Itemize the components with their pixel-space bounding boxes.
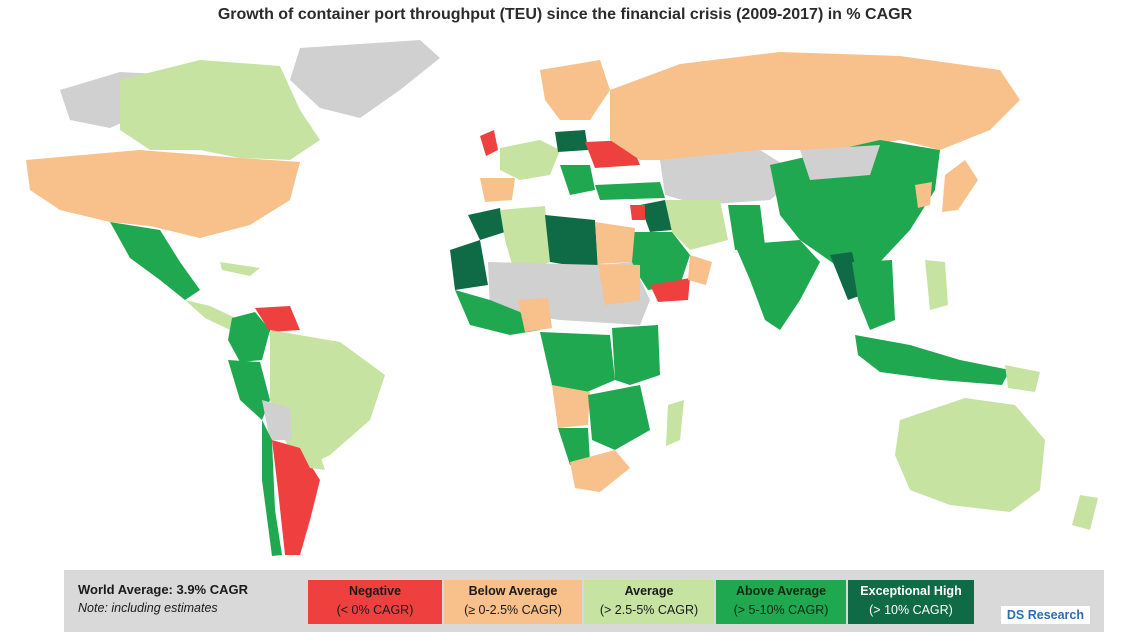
region-libya — [545, 215, 598, 270]
region-pakistan — [728, 205, 765, 250]
region-caribbean — [220, 262, 260, 276]
map-title: Growth of container port throughput (TEU… — [217, 6, 913, 23]
region-oman — [688, 255, 712, 285]
legend-swatch-name: Below Average — [468, 584, 558, 598]
legend-swatch-negative: Negative (< 0% CAGR) — [308, 580, 442, 624]
region-korea — [915, 182, 932, 208]
world-map — [26, 40, 1098, 556]
legend-swatch-below-average: Below Average (≥ 0-2.5% CAGR) — [444, 580, 582, 624]
legend-swatch-name: Negative — [348, 584, 402, 598]
region-namibia — [558, 428, 590, 465]
region-poland — [555, 130, 588, 152]
region-central-america — [185, 300, 240, 330]
region-chile — [262, 420, 282, 556]
region-congo-basin — [540, 332, 615, 395]
legend: World Average: 3.9% CAGR Note: including… — [64, 570, 1104, 632]
legend-swatch-name: Average — [624, 584, 674, 598]
region-western-europe — [500, 140, 560, 180]
region-colombia — [228, 312, 270, 362]
region-peru — [228, 360, 270, 420]
region-venezuela — [255, 306, 300, 332]
region-mexico — [110, 222, 200, 300]
legend-swatch-average: Average (> 2.5-5% CAGR) — [584, 580, 714, 624]
region-west-sahara-mauritania — [450, 240, 488, 290]
region-uk — [480, 130, 498, 156]
region-nigeria — [518, 298, 552, 332]
region-balkans — [560, 165, 595, 195]
region-southern-africa — [588, 385, 650, 450]
world-average-text: World Average: 3.9% CAGR — [78, 582, 249, 597]
legend-swatch-range: (> 10% CAGR) — [869, 603, 953, 617]
region-malaysia-indonesia — [855, 335, 1010, 385]
region-east-africa — [612, 325, 660, 385]
legend-swatch-range: (≥ 0-2.5% CAGR) — [464, 603, 562, 617]
region-philippines — [925, 260, 948, 310]
legend-swatch-name: Exceptional High — [860, 584, 962, 598]
region-canada — [120, 60, 320, 160]
region-syria — [630, 205, 645, 220]
region-iran — [665, 200, 728, 250]
legend-swatch-name: Above Average — [735, 584, 827, 598]
region-saudi-arabia — [625, 232, 690, 290]
region-egypt — [595, 222, 635, 264]
legend-swatch-range: (> 2.5-5% CAGR) — [599, 603, 699, 617]
region-algeria — [500, 206, 550, 275]
note-text: Note: including estimates — [78, 601, 218, 615]
region-turkey — [595, 182, 665, 200]
legend-swatch-range: (> 5-10% CAGR) — [733, 603, 829, 617]
region-japan — [942, 160, 978, 212]
region-greenland — [290, 40, 440, 118]
region-scandinavia — [540, 60, 610, 120]
region-morocco — [468, 208, 505, 240]
region-central-asia — [660, 150, 800, 205]
legend-world-average: World Average: 3.9% CAGR Note: including… — [78, 580, 298, 618]
region-yemen — [650, 278, 690, 302]
ds-research-logo: DS Research — [1000, 606, 1090, 624]
region-madagascar — [666, 400, 684, 446]
region-iberia — [480, 178, 515, 202]
region-uruguay — [300, 448, 325, 470]
region-new-zealand — [1072, 495, 1098, 530]
region-usa — [26, 150, 300, 238]
legend-swatch-above-average: Above Average (> 5-10% CAGR) — [716, 580, 846, 624]
legend-swatch-range: (< 0% CAGR) — [336, 603, 414, 617]
region-brazil — [270, 330, 385, 470]
region-india — [735, 240, 820, 330]
region-australia — [895, 398, 1045, 512]
region-west-africa — [455, 290, 540, 335]
region-south-africa — [570, 450, 630, 492]
region-bolivia — [262, 400, 292, 440]
region-papua — [1005, 365, 1040, 392]
region-angola — [552, 385, 590, 428]
region-thailand-vietnam — [852, 260, 895, 330]
region-mongolia — [800, 145, 880, 180]
region-sudan — [598, 264, 640, 305]
legend-swatch-exceptional-high: Exceptional High (> 10% CAGR) — [848, 580, 974, 624]
region-russia — [610, 52, 1020, 160]
region-iraq — [640, 200, 672, 232]
region-argentina — [272, 440, 320, 555]
